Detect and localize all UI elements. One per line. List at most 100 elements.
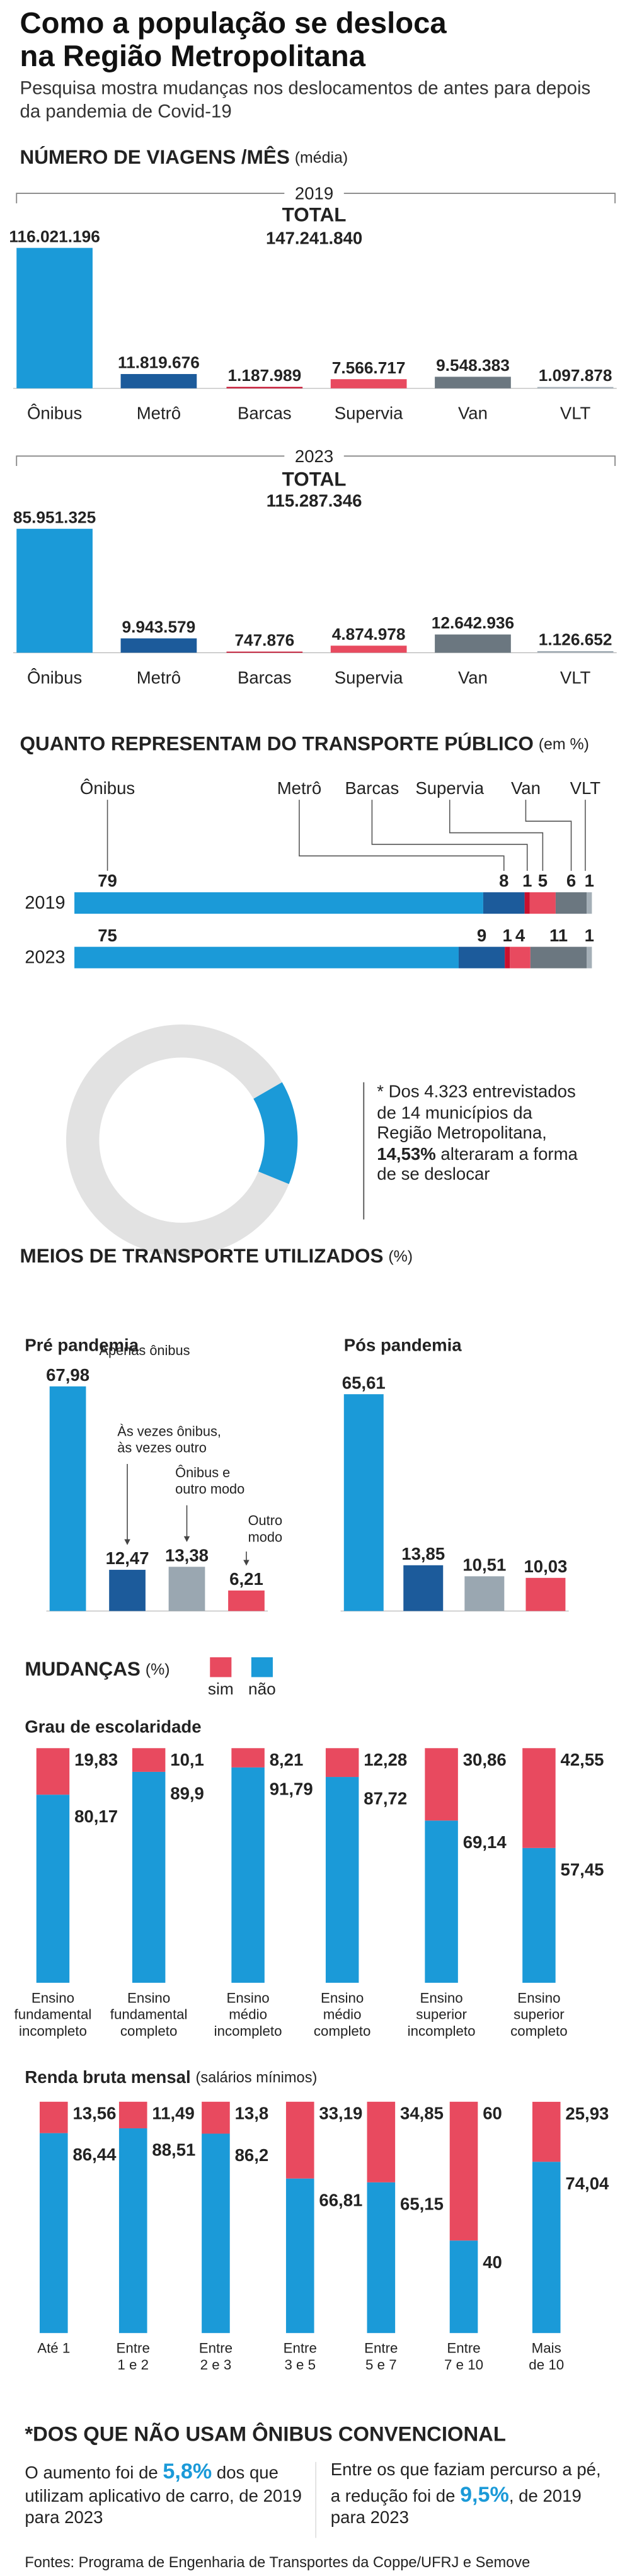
series-connector [525, 800, 572, 871]
segment [529, 892, 556, 914]
bar [49, 1386, 86, 1611]
panel-note: (salários mínimos) [196, 2070, 318, 2086]
footnote-text: , de 2019 para 2023 [330, 2485, 582, 2528]
segment-nao [425, 1820, 458, 1983]
segment-label: 5 [538, 871, 548, 890]
value-label: 65,61 [342, 1373, 386, 1392]
value-label-sim: 12,28 [364, 1750, 407, 1769]
donut-note-box: * Dos 4.323 entrevistados de 14 municípi… [377, 1082, 588, 1186]
value-label: 85.951.325 [13, 508, 96, 526]
category-label: Metrô [137, 404, 181, 423]
segment-nao [522, 1847, 556, 1983]
segment-label: 6 [566, 871, 576, 890]
footnote-item: Entre os que faziam percurso a pé, a red… [331, 2460, 604, 2531]
value-label: 9.548.383 [436, 356, 510, 375]
category-note: Às vezes ônibus, às vezes outro [117, 1422, 221, 1456]
category-label-box: Entre 3 e 5 [283, 2339, 317, 2373]
category-label: Mais de 10 [529, 2339, 565, 2373]
source: Fontes: Programa de Engenharia de Transp… [25, 2555, 530, 2571]
segment-sim [532, 2101, 561, 2162]
legend-label: não [248, 1679, 276, 1698]
bar [537, 387, 614, 389]
category-label: Entre 3 e 5 [283, 2339, 317, 2373]
category-note-box: Ônibus e outro modo [175, 1463, 245, 1497]
bar [403, 1565, 444, 1611]
series-connector [371, 800, 528, 871]
category-label-box: Ensino superior completo [510, 1989, 568, 2039]
segment-sim [39, 2101, 68, 2133]
value-label-nao: 87,72 [364, 1789, 407, 1808]
category-label: Ônibus [27, 404, 82, 423]
panel-title: Renda bruta mensal [25, 2067, 190, 2087]
footnote-title: *DOS QUE NÃO USAM ÔNIBUS CONVENCIONAL [25, 2422, 506, 2446]
segment-sim [449, 2101, 478, 2241]
segment-label: 75 [98, 926, 117, 945]
segment-nao [231, 1767, 265, 1983]
segment-sim [325, 1748, 359, 1778]
category-note: Ônibus e outro modo [175, 1463, 245, 1497]
donut-note: * Dos 4.323 entrevistados de 14 municípi… [377, 1082, 588, 1186]
category-label-box: Ensino superior incompleto [408, 1989, 476, 2039]
bar [330, 379, 407, 389]
footnote-text: dos que utilizam aplicativo de carro, de… [25, 2463, 302, 2528]
bar [109, 1570, 146, 1611]
bar [120, 638, 197, 653]
series-label: Ônibus [80, 778, 135, 798]
note-text: * Dos 4.323 entrevistados de 14 municípi… [377, 1082, 576, 1144]
category-label: Metrô [137, 667, 181, 687]
page-title: Como a população se desloca na Região Me… [20, 6, 447, 73]
category-label-box: Até 1 [37, 2340, 70, 2356]
value-label: 10,51 [462, 1555, 506, 1574]
total-value: 115.287.346 [267, 491, 362, 511]
value-label-nao: 88,51 [152, 2140, 195, 2160]
segment [74, 946, 459, 968]
segment-nao [532, 2162, 561, 2334]
segment-sim [285, 2101, 314, 2179]
segment-label: 11 [549, 926, 568, 945]
section-unit: (em %) [539, 735, 589, 753]
segment [74, 892, 483, 914]
segment [483, 892, 525, 914]
panel-label: Pós pandemia [344, 1336, 462, 1355]
value-label: 1.126.652 [539, 630, 612, 649]
note-value: 14,53% [377, 1144, 436, 1165]
panel-title: Grau de escolaridade [25, 1717, 201, 1737]
category-label: Ensino fundamental incompleto [14, 1989, 92, 2040]
bar [464, 1576, 505, 1611]
footnote-item-box: O aumento foi de 5,8% dos que utilizam a… [25, 2460, 302, 2528]
year-bracket [16, 193, 616, 203]
category-label: Ensino médio incompleto [214, 1989, 282, 2040]
row-label: 2019 [25, 893, 65, 913]
value-label-nao: 69,14 [463, 1832, 507, 1852]
note-text: alteraram a forma de se deslocar [377, 1144, 578, 1186]
segment [505, 946, 510, 968]
bar [228, 1590, 265, 1611]
category-label: Supervia [335, 667, 403, 687]
series-connector [299, 800, 505, 871]
category-label-box: Entre 2 e 3 [199, 2340, 233, 2373]
bar [16, 528, 93, 653]
segment-sim [132, 1748, 166, 1772]
segment-nao [367, 2182, 396, 2334]
segment-sim [425, 1748, 458, 1821]
category-note-box: Às vezes ônibus, às vezes outro [117, 1422, 221, 1456]
segment-sim [231, 1748, 265, 1767]
value-label-sim: 13,56 [72, 2104, 116, 2123]
panel-year: 2019 [295, 184, 333, 203]
row-label: 2023 [25, 948, 65, 968]
total-title: TOTAL [282, 204, 347, 226]
bar [343, 1394, 384, 1611]
value-label-sim: 8,21 [270, 1750, 304, 1769]
note-arrow [243, 1560, 250, 1566]
value-label-nao: 91,79 [270, 1779, 313, 1798]
value-label-sim: 13,8 [235, 2104, 269, 2123]
value-label: 1.187.989 [227, 366, 301, 385]
value-label: 7.566.717 [332, 358, 406, 377]
footnote-highlight: 9,5% [460, 2481, 509, 2506]
category-label: Supervia [335, 404, 403, 423]
category-label: Ônibus [27, 667, 82, 687]
segment-nao [285, 2178, 314, 2334]
category-label-box: Ensino médio incompleto [214, 1989, 282, 2040]
category-label-box: Entre 1 e 2 [117, 2340, 150, 2373]
